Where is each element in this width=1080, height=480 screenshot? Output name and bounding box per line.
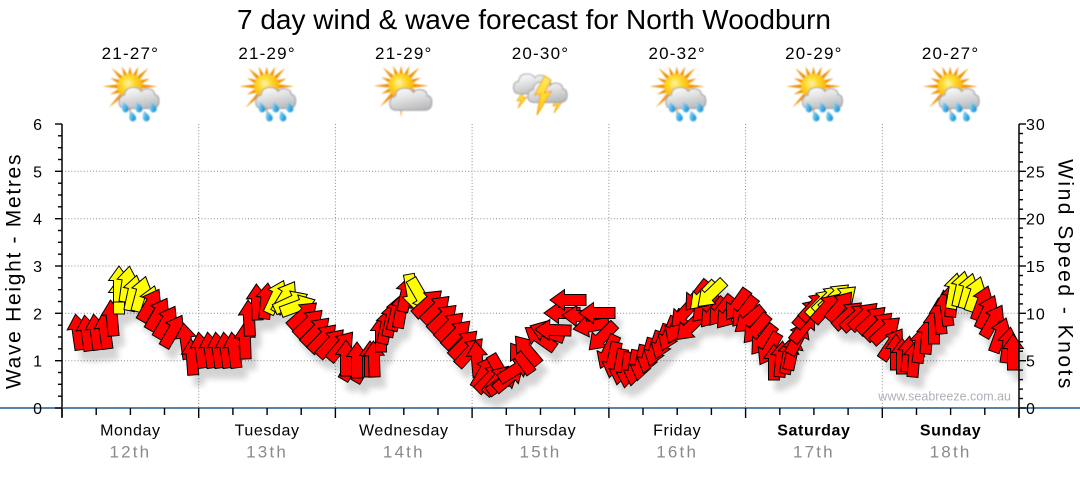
svg-text:Saturday: Saturday [777,423,850,440]
svg-text:4: 4 [33,212,42,229]
svg-text:6: 6 [33,117,42,134]
svg-text:20-32°: 20-32° [648,44,705,63]
svg-text:0: 0 [33,401,42,418]
svg-text:10: 10 [1026,306,1046,323]
svg-text:Wind Speed - Knots: Wind Speed - Knots [1054,159,1077,391]
svg-text:16th: 16th [656,443,698,462]
svg-text:17th: 17th [793,443,835,462]
svg-text:Friday: Friday [653,423,701,440]
svg-text:Thursday: Thursday [505,423,577,440]
svg-text:20: 20 [1026,212,1046,229]
svg-text:21-29°: 21-29° [375,44,432,63]
svg-text:30: 30 [1026,117,1046,134]
svg-text:Wave Height - Metres: Wave Height - Metres [3,153,26,389]
svg-text:21-29°: 21-29° [238,44,295,63]
svg-text:15: 15 [1026,259,1046,276]
svg-text:20-30°: 20-30° [512,44,569,63]
svg-text:7 day wind & wave forecast for: 7 day wind & wave forecast for North Woo… [237,4,831,35]
svg-text:1: 1 [33,354,42,371]
svg-text:Sunday: Sunday [920,423,981,440]
svg-text:5: 5 [33,164,42,181]
svg-text:www.seabreeze.com.au: www.seabreeze.com.au [877,390,1011,404]
svg-text:20-29°: 20-29° [785,44,842,63]
svg-text:3: 3 [33,259,42,276]
svg-text:13th: 13th [246,443,288,462]
svg-text:21-27°: 21-27° [102,44,159,63]
svg-text:15th: 15th [520,443,562,462]
svg-text:Monday: Monday [100,423,161,440]
svg-text:12th: 12th [109,443,151,462]
svg-text:18th: 18th [930,443,972,462]
svg-text:14th: 14th [383,443,425,462]
svg-text:2: 2 [33,306,42,323]
svg-text:25: 25 [1026,164,1046,181]
svg-text:Wednesday: Wednesday [359,423,449,440]
svg-text:5: 5 [1026,354,1036,371]
svg-text:20-27°: 20-27° [922,44,979,63]
svg-text:Tuesday: Tuesday [235,423,300,440]
svg-text:0: 0 [1026,401,1036,418]
